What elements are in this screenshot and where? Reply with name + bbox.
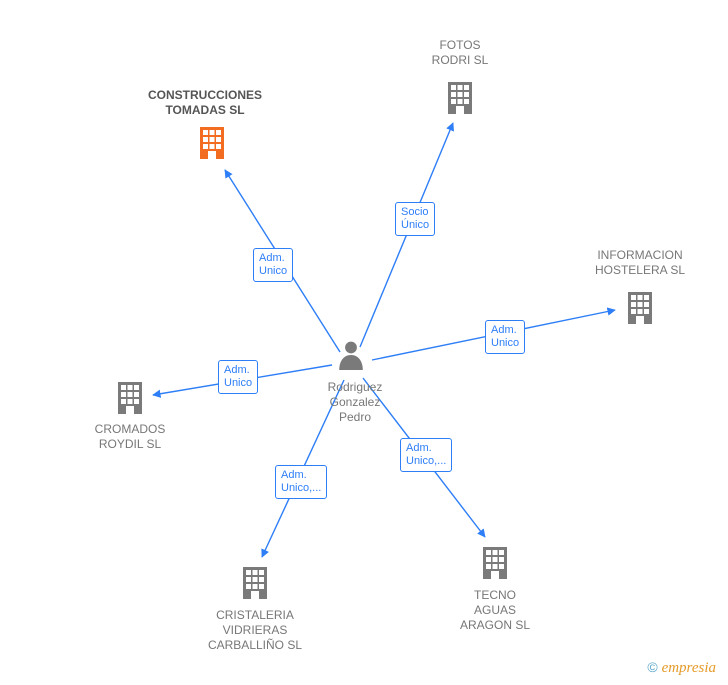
edge-label-tecno: Adm. Unico,... — [400, 438, 452, 472]
edge-label-cristaleria: Adm. Unico,... — [275, 465, 327, 499]
building-icon-cromados — [115, 380, 145, 414]
person-label: Rodriguez Gonzalez Pedro — [320, 380, 390, 425]
company-label-cristaleria: CRISTALERIA VIDRIERAS CARBALLIÑO SL — [180, 608, 330, 653]
building-icon-tecno — [480, 545, 510, 579]
edge-label-informacion: Adm. Unico — [485, 320, 525, 354]
footer-attribution: © empresia — [647, 659, 716, 677]
edge-label-construcciones: Adm. Unico — [253, 248, 293, 282]
edge-label-fotos: Socio Único — [395, 202, 435, 236]
brand-name: empresia — [662, 660, 716, 676]
company-label-construcciones: CONSTRUCCIONES TOMADAS SL — [120, 88, 290, 118]
building-icon-construcciones — [197, 125, 227, 159]
company-label-informacion: INFORMACION HOSTELERA SL — [570, 248, 710, 278]
building-icon-fotos — [445, 80, 475, 114]
building-icon-cristaleria — [240, 565, 270, 599]
diagram-edges-layer — [0, 0, 728, 685]
company-label-tecno: TECNO AGUAS ARAGON SL — [440, 588, 550, 633]
person-icon — [338, 340, 364, 375]
copyright-symbol: © — [647, 659, 657, 675]
company-label-cromados: CROMADOS ROYDIL SL — [70, 422, 190, 452]
edge-label-cromados: Adm. Unico — [218, 360, 258, 394]
company-label-fotos: FOTOS RODRI SL — [410, 38, 510, 68]
building-icon-informacion — [625, 290, 655, 324]
